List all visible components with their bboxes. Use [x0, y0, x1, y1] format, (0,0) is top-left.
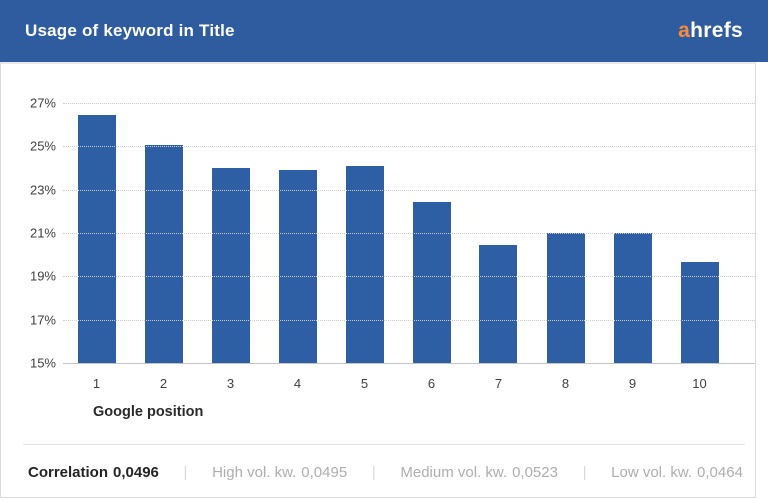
y-tick-label: 25%: [29, 138, 56, 154]
stat-high-vol: High vol. kw. 0,0495: [212, 464, 347, 481]
stat-low-vol: Low vol. kw. 0,0464: [611, 464, 743, 481]
x-tick-label: 2: [159, 376, 168, 391]
stat-separator: |: [183, 463, 188, 481]
ahrefs-logo: ahrefs: [678, 19, 743, 43]
x-tick-label: 6: [427, 376, 436, 391]
x-tick-label: 5: [360, 376, 369, 391]
stat-correlation: Correlation 0,0496: [28, 464, 159, 481]
logo-text-hrefs: hrefs: [690, 19, 743, 42]
bar-position-6: [412, 201, 451, 363]
gridline: [63, 103, 755, 104]
x-tick-label: 1: [92, 376, 101, 391]
x-tick-label: 4: [293, 376, 302, 391]
bar-position-7: [479, 244, 518, 363]
bar-position-2: [144, 145, 183, 363]
bars-lane: [63, 103, 733, 363]
bar-position-5: [345, 165, 384, 363]
plot-area: [63, 103, 755, 364]
x-tick-label: 9: [628, 376, 637, 391]
gridline: [63, 319, 755, 321]
x-tick-label: 8: [561, 376, 570, 391]
logo-letter-a: a: [678, 19, 691, 42]
stat-label: High vol. kw.: [212, 463, 297, 481]
stat-value: 0,0464: [697, 463, 743, 481]
stat-value: 0,0523: [512, 463, 558, 481]
footer-divider: [23, 444, 745, 445]
chart-card: 15% 17% 19% 21% 23% 25% 27% 1 2 3 4 5 6 7 8 9 10 Google…: [0, 62, 756, 498]
bar-position-8: [546, 233, 585, 363]
x-tick-label: 3: [226, 376, 235, 391]
x-tick-label: 10: [692, 376, 707, 391]
stat-medium-vol: Medium vol. kw. 0,0523: [400, 464, 558, 481]
stat-label: Low vol. kw.: [611, 463, 693, 481]
x-axis: 1 2 3 4 5 6 7 8 9 10: [63, 363, 733, 391]
bar-position-10: [680, 262, 719, 363]
x-axis-title: Google position: [93, 404, 204, 420]
bar-position-9: [613, 233, 652, 363]
stats-footer: Correlation 0,0496 | High vol. kw. 0,049…: [1, 444, 755, 500]
stat-separator: |: [371, 463, 376, 481]
bar-position-3: [211, 168, 250, 363]
header-bar: Usage of keyword in Title ahrefs: [0, 0, 768, 62]
y-tick-label: 17%: [29, 312, 56, 328]
gridline: [63, 146, 755, 148]
gridline: [63, 276, 755, 278]
gridline: [63, 189, 755, 191]
stat-label: Medium vol. kw.: [400, 463, 508, 481]
x-tick-label: 7: [494, 376, 503, 391]
y-axis: 15% 17% 19% 21% 23% 25% 27%: [1, 96, 56, 371]
stat-separator: |: [582, 463, 587, 481]
stat-value: 0,0495: [301, 463, 348, 481]
bar-position-1: [77, 114, 116, 363]
y-tick-label: 27%: [29, 95, 56, 111]
stat-label: Correlation: [28, 463, 109, 481]
y-tick-label: 15%: [29, 355, 56, 371]
y-tick-label: 21%: [29, 225, 56, 241]
y-tick-label: 19%: [29, 268, 56, 284]
bar-position-4: [278, 170, 317, 363]
stat-value: 0,0496: [113, 463, 159, 481]
gridline: [63, 233, 755, 234]
page-title: Usage of keyword in Title: [25, 21, 235, 40]
y-tick-label: 23%: [29, 182, 56, 198]
